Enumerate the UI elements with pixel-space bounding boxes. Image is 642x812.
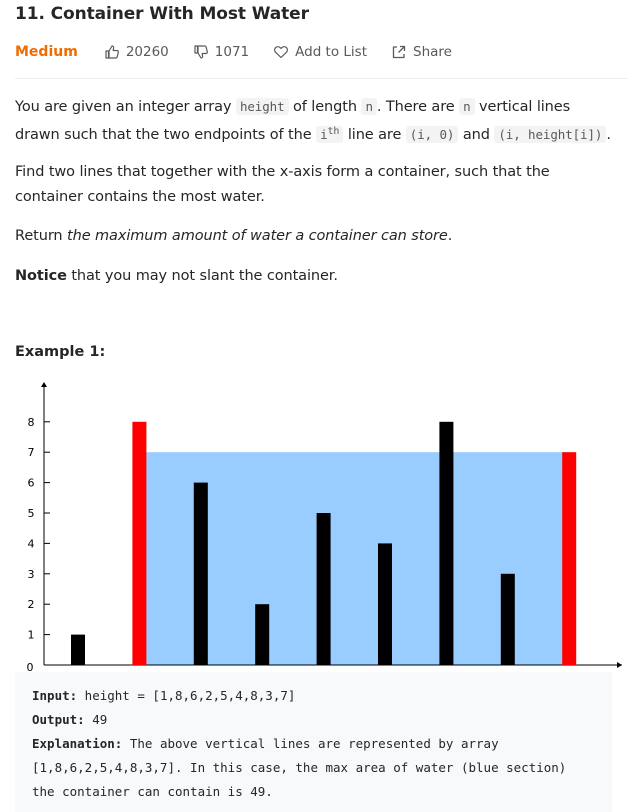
x-axis-arrow (617, 662, 622, 668)
y-tick-label: 0 (27, 661, 34, 674)
bar (255, 604, 270, 665)
difficulty-badge: Medium (15, 44, 78, 60)
inline-code: n (459, 98, 475, 115)
y-tick-label: 8 (28, 416, 35, 429)
y-tick-label: 1 (28, 629, 35, 642)
share-label: Share (413, 44, 452, 60)
share-icon (392, 45, 406, 59)
description-paragraph-2: Find two lines that together with the x-… (15, 164, 550, 205)
output-value: 49 (84, 712, 108, 727)
y-tick-label: 3 (28, 568, 35, 581)
add-to-list-button[interactable]: Add to List (273, 44, 367, 60)
y-tick-label: 7 (28, 446, 35, 459)
share-button[interactable]: Share (391, 44, 452, 60)
bar-highlight (132, 421, 147, 665)
example-code-block: Input: height = [1,8,6,2,5,4,8,3,7] Outp… (15, 672, 612, 812)
bar (71, 634, 85, 665)
inline-code: n (361, 98, 377, 115)
description-paragraph-3: Return the maximum amount of water a con… (15, 228, 453, 244)
bar (500, 573, 515, 665)
water-area (139, 452, 570, 665)
problem-meta-bar: Medium 20260 1071 Add to List Share (15, 42, 476, 62)
bar-highlight (562, 452, 577, 665)
container-chart: 0 1 2 3 4 5 6 7 8 (27, 382, 622, 674)
output-label: Output: (32, 712, 85, 727)
inline-code: (i, height[i]) (494, 125, 607, 143)
explanation-value: The above vertical lines are represented… (32, 736, 574, 799)
header-divider (15, 78, 628, 79)
problem-title: 11. Container With Most Water (15, 4, 309, 24)
inline-code: height (235, 98, 289, 115)
add-to-list-label: Add to List (295, 44, 367, 60)
bar (316, 513, 331, 665)
y-tick-label: 6 (28, 477, 35, 490)
bar (378, 543, 392, 665)
likes-count: 20260 (125, 44, 169, 60)
thumbs-up-icon (105, 45, 119, 59)
y-tick-label: 4 (28, 537, 35, 550)
heart-icon (274, 46, 289, 59)
description-paragraph-4: Notice that you may not slant the contai… (15, 268, 338, 284)
thumbs-down-icon (194, 45, 208, 59)
bar (193, 482, 208, 665)
dislike-button[interactable]: 1071 (193, 44, 249, 60)
example-title: Example 1: (15, 344, 106, 360)
description-paragraph-1: You are given an integer array height of… (15, 98, 611, 143)
input-label: Input: (32, 688, 78, 703)
bar (439, 421, 454, 665)
dislikes-count: 1071 (214, 44, 250, 60)
input-value: height = [1,8,6,2,5,4,8,3,7] (77, 688, 296, 703)
y-tick-label: 5 (28, 507, 35, 520)
y-tick-label: 2 (28, 598, 35, 611)
like-button[interactable]: 20260 (104, 44, 169, 60)
y-axis-arrow (41, 382, 47, 387)
inline-code: (i, 0) (405, 125, 459, 143)
explanation-label: Explanation: (32, 736, 123, 751)
inline-code: ith (316, 126, 344, 143)
